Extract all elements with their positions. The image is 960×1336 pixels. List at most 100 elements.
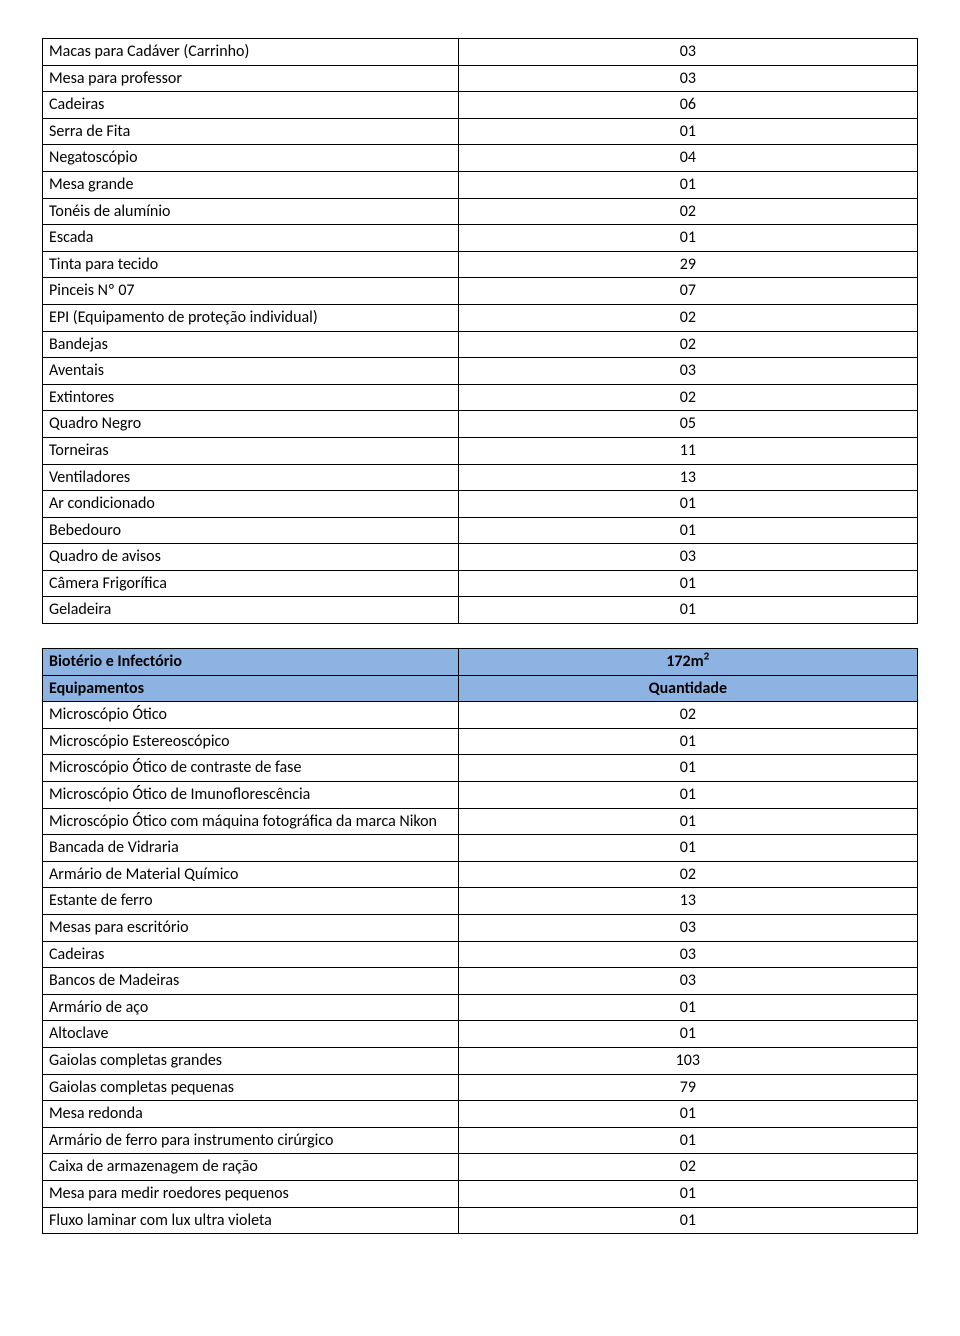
equipment-qty: 02 [458, 384, 917, 411]
table-row: Mesa para medir roedores pequenos01 [43, 1180, 918, 1207]
equipment-name: Microscópio Estereoscópico [43, 728, 459, 755]
equipment-qty: 03 [458, 968, 917, 995]
equipment-qty: 01 [458, 171, 917, 198]
equipment-name: Gaiolas completas grandes [43, 1047, 459, 1074]
table-row: Extintores02 [43, 384, 918, 411]
table-row: Armário de ferro para instrumento cirúrg… [43, 1127, 918, 1154]
equipment-qty: 01 [458, 728, 917, 755]
table2-area: 172m2 [458, 649, 917, 676]
equipment-name: Bebedouro [43, 517, 459, 544]
equipment-name: Aventais [43, 358, 459, 385]
table2-title-row: Biotério e Infectório 172m2 [43, 649, 918, 676]
equipment-qty: 01 [458, 118, 917, 145]
equipment-qty: 01 [458, 491, 917, 518]
table-row: Mesas para escritório03 [43, 915, 918, 942]
equipment-qty: 11 [458, 437, 917, 464]
table-row: Geladeira01 [43, 597, 918, 624]
table-gap [42, 624, 918, 648]
equipment-name: Ar condicionado [43, 491, 459, 518]
table-row: Quadro de avisos03 [43, 544, 918, 571]
table-row: Tonéis de alumínio02 [43, 198, 918, 225]
equipment-table-1: Macas para Cadáver (Carrinho)03Mesa para… [42, 38, 918, 624]
table-row: Cadeiras03 [43, 941, 918, 968]
equipment-name: Bancos de Madeiras [43, 968, 459, 995]
table-row: Mesa grande01 [43, 171, 918, 198]
equipment-name: Cadeiras [43, 941, 459, 968]
equipment-name: Armário de ferro para instrumento cirúrg… [43, 1127, 459, 1154]
equipment-name: Serra de Fita [43, 118, 459, 145]
table-row: Torneiras11 [43, 437, 918, 464]
equipment-name: Quadro Negro [43, 411, 459, 438]
table2-area-prefix: 172m [666, 652, 703, 671]
equipment-qty: 01 [458, 597, 917, 624]
table-row: Cadeiras06 [43, 92, 918, 119]
equipment-qty: 13 [458, 888, 917, 915]
equipment-qty: 02 [458, 331, 917, 358]
equipment-name: Mesa para medir roedores pequenos [43, 1180, 459, 1207]
equipment-name: EPI (Equipamento de proteção individual) [43, 304, 459, 331]
equipment-qty: 03 [458, 358, 917, 385]
table-row: Microscópio Ótico de Imunoflorescência01 [43, 782, 918, 809]
table-row: Microscópio Ótico com máquina fotográfic… [43, 808, 918, 835]
equipment-name: Armário de Material Químico [43, 861, 459, 888]
table-row: Gaiolas completas grandes103 [43, 1047, 918, 1074]
table-row: Aventais03 [43, 358, 918, 385]
table-row: Tinta para tecido29 [43, 251, 918, 278]
equipment-qty: 07 [458, 278, 917, 305]
table-row: Caixa de armazenagem de ração02 [43, 1154, 918, 1181]
equipment-qty: 29 [458, 251, 917, 278]
table-row: Altoclave01 [43, 1021, 918, 1048]
equipment-qty: 02 [458, 304, 917, 331]
equipment-qty: 01 [458, 808, 917, 835]
equipment-qty: 03 [458, 39, 917, 66]
table-row: Mesa para professor03 [43, 65, 918, 92]
table2-area-sup: 2 [704, 650, 710, 664]
equipment-name: Estante de ferro [43, 888, 459, 915]
equipment-name: Negatoscópio [43, 145, 459, 172]
equipment-qty: 04 [458, 145, 917, 172]
equipment-qty: 03 [458, 915, 917, 942]
equipment-name: Ventiladores [43, 464, 459, 491]
equipment-qty: 01 [458, 517, 917, 544]
equipment-qty: 01 [458, 835, 917, 862]
equipment-name: Bancada de Vidraria [43, 835, 459, 862]
table-row: Microscópio Estereoscópico01 [43, 728, 918, 755]
table-row: Ar condicionado01 [43, 491, 918, 518]
equipment-qty: 103 [458, 1047, 917, 1074]
table-row: Armário de Material Químico02 [43, 861, 918, 888]
table-row: Pinceis Nº 0707 [43, 278, 918, 305]
table-row: Macas para Cadáver (Carrinho)03 [43, 39, 918, 66]
equipment-qty: 01 [458, 225, 917, 252]
equipment-name: Mesa redonda [43, 1101, 459, 1128]
equipment-qty: 13 [458, 464, 917, 491]
equipment-name: Altoclave [43, 1021, 459, 1048]
equipment-qty: 01 [458, 755, 917, 782]
equipment-name: Fluxo laminar com lux ultra violeta [43, 1207, 459, 1234]
equipment-qty: 03 [458, 544, 917, 571]
equipment-name: Cadeiras [43, 92, 459, 119]
equipment-qty: 01 [458, 1207, 917, 1234]
equipment-name: Armário de aço [43, 994, 459, 1021]
table-row: EPI (Equipamento de proteção individual)… [43, 304, 918, 331]
table-row: Bancos de Madeiras03 [43, 968, 918, 995]
equipment-name: Microscópio Ótico de Imunoflorescência [43, 782, 459, 809]
equipment-name: Extintores [43, 384, 459, 411]
table-row: Câmera Frigorífica01 [43, 570, 918, 597]
equipment-qty: 01 [458, 782, 917, 809]
equipment-qty: 01 [458, 1101, 917, 1128]
equipment-name: Caixa de armazenagem de ração [43, 1154, 459, 1181]
equipment-qty: 03 [458, 941, 917, 968]
table2-column-header-row: Equipamentos Quantidade [43, 675, 918, 702]
table-row: Mesa redonda01 [43, 1101, 918, 1128]
equipment-table-2: Biotério e Infectório 172m2 Equipamentos… [42, 648, 918, 1234]
equipment-name: Bandejas [43, 331, 459, 358]
equipment-qty: 02 [458, 702, 917, 729]
equipment-name: Torneiras [43, 437, 459, 464]
table-row: Bebedouro01 [43, 517, 918, 544]
equipment-name: Mesa grande [43, 171, 459, 198]
table-row: Bancada de Vidraria01 [43, 835, 918, 862]
table-row: Quadro Negro05 [43, 411, 918, 438]
equipment-name: Tinta para tecido [43, 251, 459, 278]
table-row: Armário de aço01 [43, 994, 918, 1021]
equipment-qty: 05 [458, 411, 917, 438]
